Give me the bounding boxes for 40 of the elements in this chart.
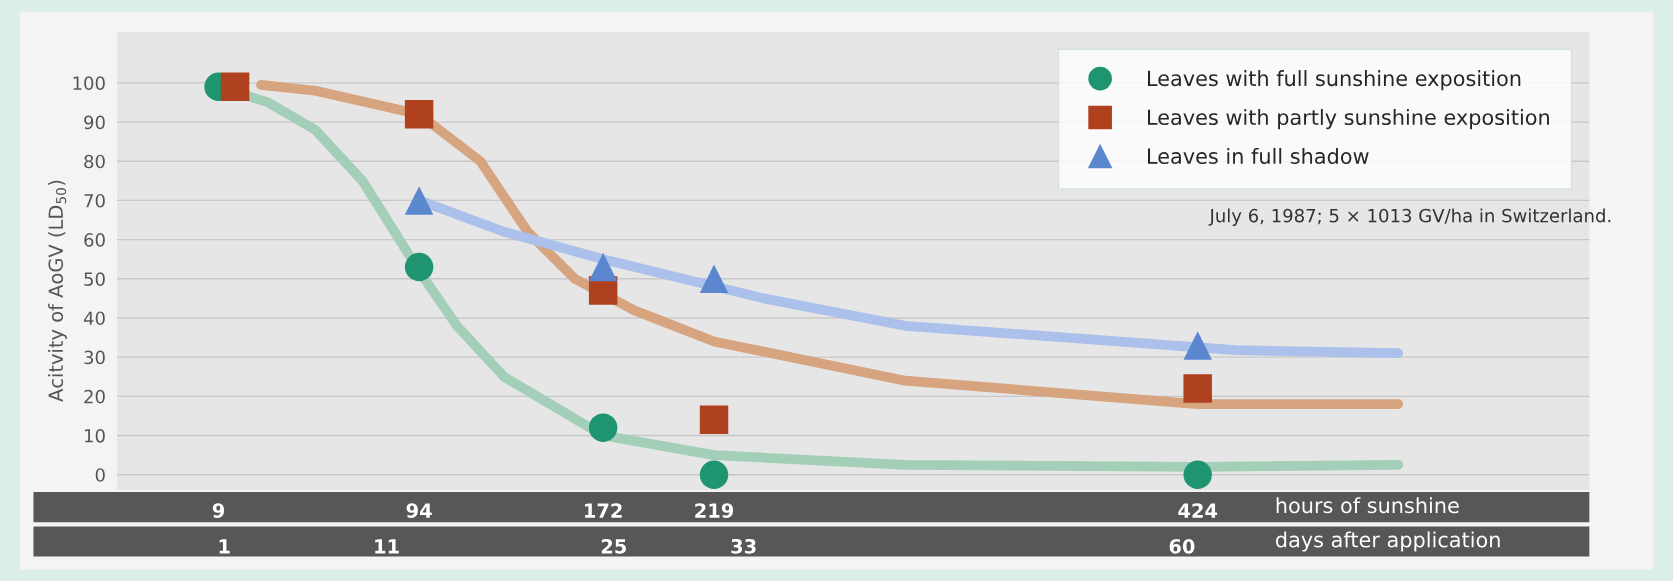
point	[404, 252, 434, 282]
point	[1183, 331, 1212, 360]
point	[699, 405, 729, 435]
point	[404, 100, 434, 129]
x-tick-label: 9	[212, 503, 225, 518]
point	[588, 413, 618, 442]
x2-tick-label: 25	[601, 538, 626, 554]
legend-label: Leaves with full sunshine exposition	[1148, 70, 1521, 91]
y-tick-label: 100	[73, 76, 105, 91]
y-tick-label: 70	[84, 193, 105, 208]
x-tick-label: 94	[406, 503, 432, 518]
y-axis-title: Acitvity of AoGV (LD$_{50}$)	[48, 180, 67, 402]
y-tick-label: 90	[84, 115, 105, 130]
point	[1183, 374, 1212, 403]
y-tick-label: 30	[84, 350, 105, 365]
point	[699, 460, 729, 489]
annotation: July 6, 1987; 5 × 1013 GV/ha in Switzerland.	[1208, 208, 1611, 226]
y-tick-label: 40	[83, 311, 105, 326]
y-tick-label: 50	[84, 272, 105, 286]
y-tick-label: 80	[84, 154, 105, 169]
legend-label: Leaves with partly sunshine exposition	[1148, 108, 1549, 130]
x2-tick-label: 1	[219, 539, 230, 554]
x-tick-label: 424	[1178, 503, 1218, 518]
y-tick-label: 20	[84, 389, 105, 404]
x2-tick-label: 11	[375, 539, 399, 554]
y-tick-label: 10	[85, 428, 105, 443]
legend-label: Leaves in full shadow	[1148, 147, 1369, 165]
point	[699, 264, 729, 294]
x-tick-label: 219	[695, 503, 734, 518]
y-tick-label: 0	[95, 468, 105, 482]
y-tick-label: 60	[84, 233, 105, 247]
x-tick-label: 172	[585, 503, 622, 518]
point	[1183, 460, 1212, 489]
point	[588, 252, 618, 282]
x2-tick-label: 33	[731, 538, 756, 554]
point	[220, 72, 250, 102]
point	[404, 186, 434, 215]
x-axis-title: hours of sunshine	[1276, 497, 1459, 514]
x2-tick-label: 60	[1169, 538, 1195, 554]
x2-axis-title: days after application	[1275, 531, 1500, 552]
